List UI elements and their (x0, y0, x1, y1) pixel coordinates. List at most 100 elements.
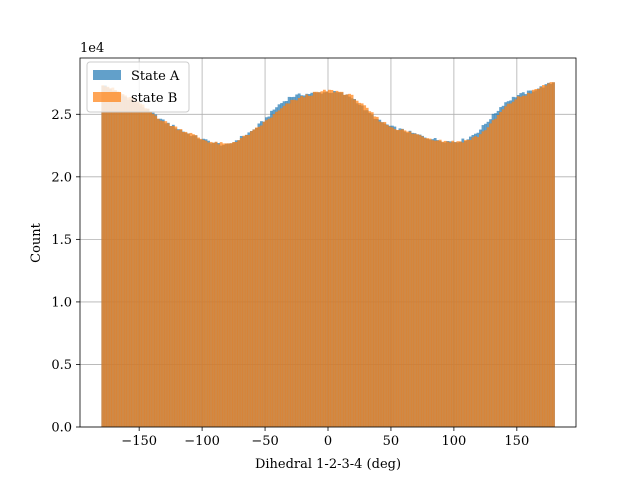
histogram-bar-state-b (486, 127, 490, 427)
histogram-bar-state-b (187, 133, 190, 428)
histogram-bar-state-b (234, 142, 238, 427)
histogram-bar-state-b (345, 94, 349, 428)
histogram-bar-state-b (494, 118, 497, 427)
histogram-bar-state-b (322, 89, 326, 427)
histogram-bar-state-b (365, 107, 369, 427)
histogram-bar-state-b (474, 136, 477, 427)
histogram-bar-state-b (300, 96, 304, 428)
histogram-bar-state-b (406, 131, 409, 427)
histogram-bar-state-b (443, 140, 447, 427)
histogram-bar-state-b (134, 102, 137, 427)
histogram-bar-state-b (433, 140, 437, 427)
histogram-bar-state-b (310, 95, 314, 428)
y-axis-label: Count (29, 222, 44, 263)
legend-label-state-a: State A (131, 69, 180, 84)
histogram-bar-state-b (509, 103, 513, 427)
histogram-bar-state-b (108, 88, 112, 427)
histogram-bar-state-b (229, 143, 233, 427)
histogram-bar-state-b (489, 123, 492, 428)
legend-label-state-b: state B (131, 91, 177, 106)
histogram-bar-state-b (252, 129, 256, 427)
histogram-bar-state-b (164, 121, 168, 427)
histogram-bar-state-b (466, 139, 470, 428)
histogram-bar-state-b (436, 140, 440, 428)
histogram-bar-state-b (280, 108, 283, 427)
histogram-bar-state-b (239, 138, 243, 427)
histogram-bar-state-b (227, 143, 231, 427)
histogram-bar-state-b (328, 89, 331, 427)
histogram-bar-state-b (501, 109, 505, 428)
histogram-bar-state-b (451, 140, 455, 427)
histogram-bar-state-b (169, 126, 173, 427)
histogram-bar-state-b (254, 127, 258, 427)
histogram-bar-state-b (232, 142, 236, 427)
histogram-bar-state-b (496, 115, 500, 427)
histogram-bar-state-b (159, 120, 163, 428)
histogram-bar-state-b (242, 135, 246, 428)
histogram-bar-state-b (373, 116, 377, 427)
histogram-bar-state-b (343, 94, 346, 427)
histogram-bar-state-b (136, 101, 140, 427)
histogram-bar-state-b (224, 143, 228, 428)
histogram-bar-state-b (209, 141, 213, 427)
histogram-bar-state-b (385, 125, 389, 428)
histogram-bar-state-b (395, 130, 399, 428)
histogram-bar-state-b (217, 144, 221, 427)
histogram-bar-state-b (370, 112, 374, 428)
histogram-bar-state-b (113, 90, 117, 427)
histogram-bar-state-b (524, 95, 528, 427)
histogram-bar-state-b (484, 130, 487, 428)
histogram-bar-state-b (262, 121, 266, 427)
axes-layer: −150 −100 −50 0 50 100 150 0.0 0.5 1.0 1.5 2.0 2.5 (51, 57, 577, 449)
histogram-bar-state-b (353, 99, 356, 427)
histogram-bar-state-b (534, 89, 538, 427)
x-axis-label: Dihedral 1-2-3-4 (deg) (255, 457, 401, 472)
histogram-bar-state-b (383, 121, 387, 428)
histogram-bar-state-b (446, 141, 450, 427)
histogram-bar-state-b (529, 93, 533, 427)
histogram-bar-state-b (265, 120, 268, 427)
histogram-bar-state-b (511, 101, 515, 427)
histogram-bar-state-b (267, 118, 271, 427)
histogram-bar-state-b (260, 125, 263, 427)
histogram-bar-state-b (390, 127, 394, 427)
histogram-bar-state-b (330, 89, 334, 428)
x-tick-label: 150 (504, 434, 529, 449)
histogram-bar-state-b (214, 141, 218, 428)
histogram-bar-state-b (295, 100, 299, 427)
histogram-bar-state-b (101, 85, 105, 427)
histogram-bar-state-b (197, 137, 200, 428)
histogram-bar-state-b (171, 126, 175, 428)
histogram-bar-state-b (401, 129, 404, 427)
histogram-bar-state-b (222, 143, 226, 427)
histogram-bar-state-b (307, 95, 311, 428)
histogram-bar-state-b (441, 141, 445, 427)
histogram-bar-state-b (119, 92, 122, 427)
histogram-bar-state-b (247, 135, 251, 427)
histogram-bar-state-b (124, 95, 127, 427)
histogram-bar-state-b (282, 105, 286, 427)
histogram-bar-state-b (519, 96, 523, 428)
histogram-bar-state-b (207, 142, 210, 428)
histogram-bar-state-b (506, 103, 510, 427)
histogram-bar-state-b (116, 91, 120, 427)
histogram-bar-state-b (275, 111, 278, 427)
histogram-bar-state-b (428, 138, 432, 427)
histogram-bar-state-b (192, 134, 195, 427)
histogram-bar-state-b (448, 142, 452, 427)
x-tick-label: 50 (383, 434, 400, 449)
series-state-b-bars (101, 82, 555, 428)
histogram-bar-state-b (552, 82, 555, 428)
histogram-bar-state-b (202, 139, 205, 428)
histogram-bar-state-b (194, 135, 198, 427)
histogram-bar-state-b (350, 94, 354, 427)
histogram-bar-state-b (176, 130, 180, 427)
histogram-bar-state-b (491, 120, 495, 427)
histogram-bar-state-b (375, 116, 379, 427)
histogram-bar-state-b (219, 142, 223, 427)
histogram-bar-state-b (547, 83, 550, 427)
histogram-bar-state-b (360, 103, 364, 427)
histogram-bar-state-b (423, 138, 427, 427)
legend-swatch-state-a (93, 70, 121, 80)
histogram-bar-state-b (204, 140, 208, 427)
